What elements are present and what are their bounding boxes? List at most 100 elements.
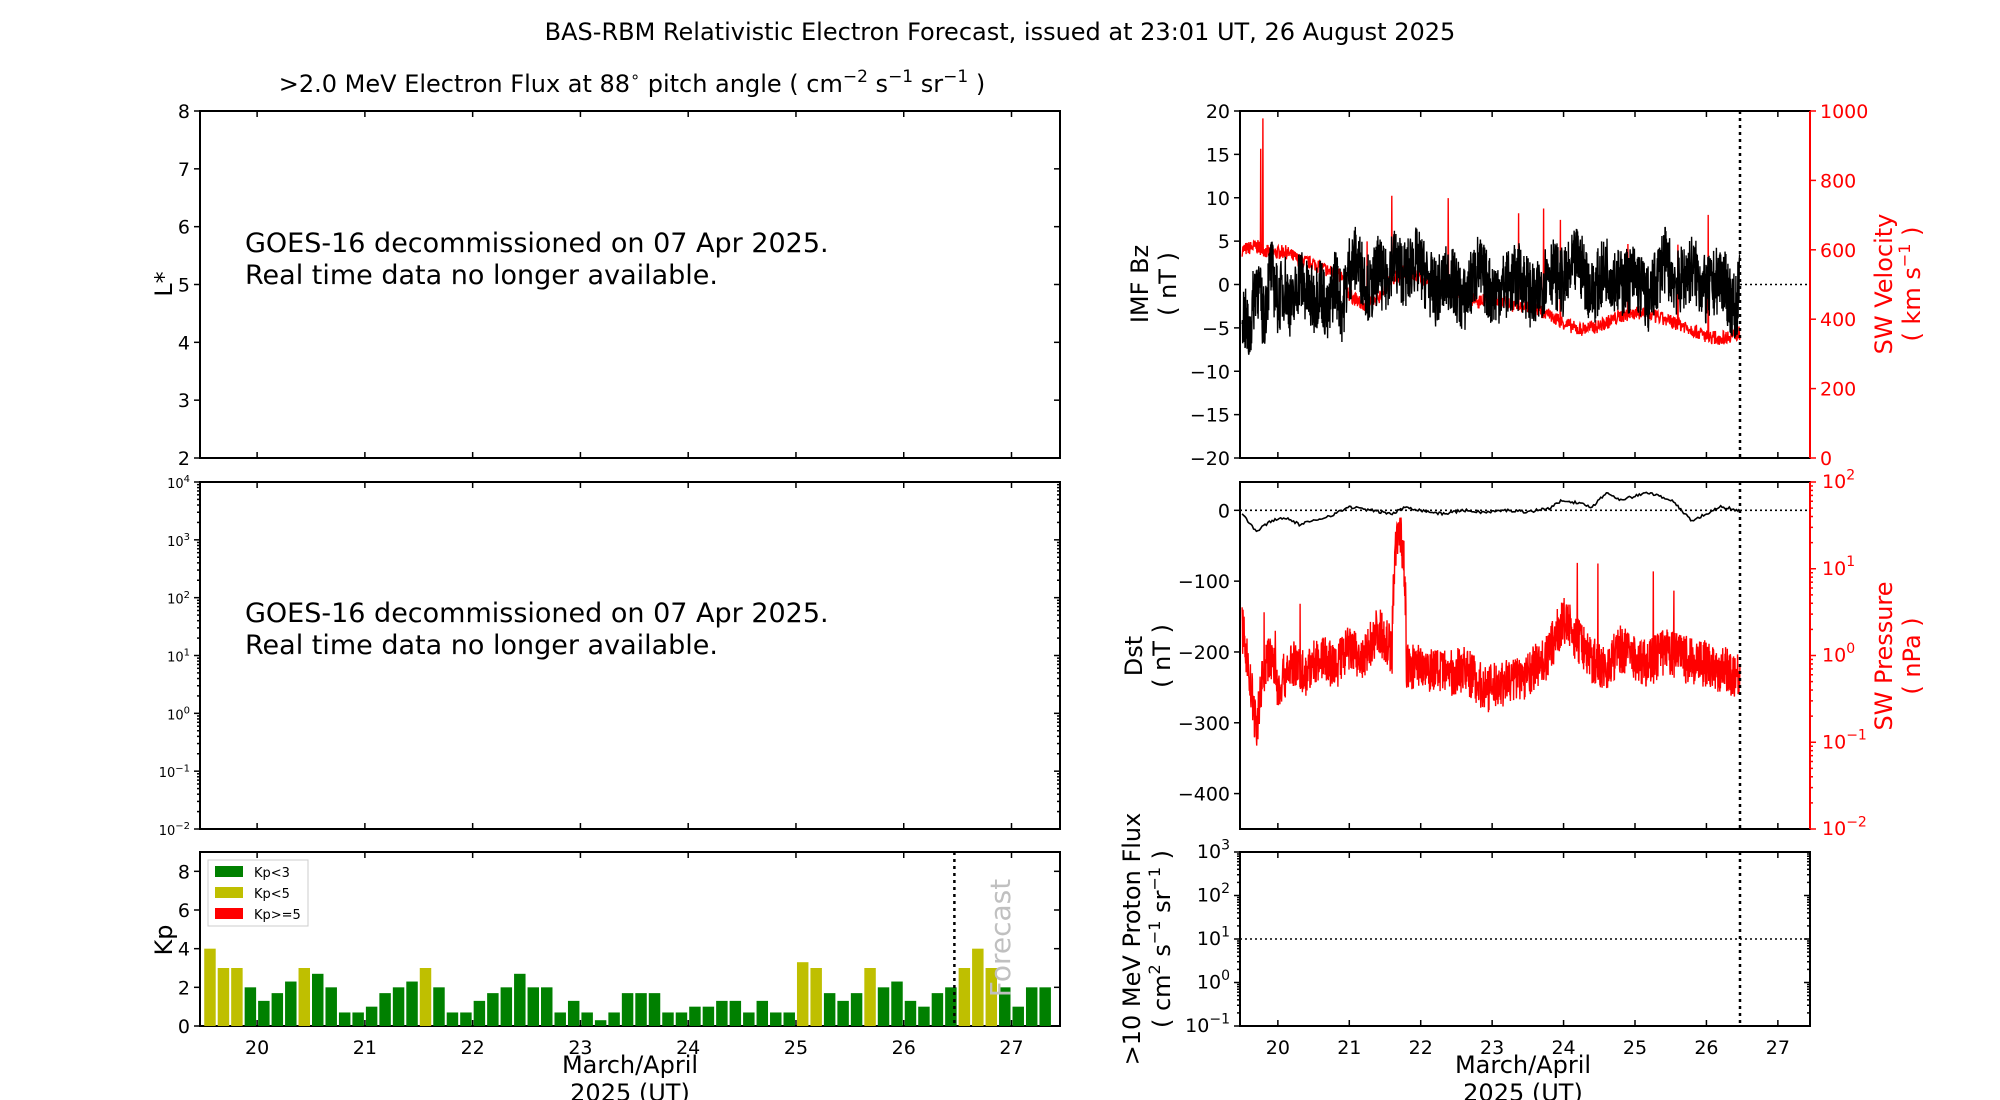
kp-bar bbox=[1012, 1006, 1024, 1026]
kp-bar bbox=[419, 968, 432, 1026]
log-tick-label: 100 bbox=[1197, 968, 1230, 994]
kp-bar bbox=[487, 993, 499, 1026]
kp-bar bbox=[729, 1000, 742, 1026]
kp-bar bbox=[689, 1006, 701, 1026]
log-tick-label: 10−1 bbox=[1822, 728, 1867, 754]
pressure-ylabel-line1: SW Pressure bbox=[1870, 581, 1898, 730]
kp-legend-swatch-high bbox=[215, 908, 243, 919]
log-tick-label: 102 bbox=[1197, 881, 1230, 907]
log-tick-label: 102 bbox=[1822, 467, 1855, 493]
log-tick-label: 10−2 bbox=[1822, 814, 1867, 840]
kp-xlabel-line2: 2025 (UT) bbox=[570, 1079, 690, 1100]
kp-bar bbox=[850, 993, 863, 1026]
kp-bar bbox=[931, 993, 944, 1026]
kp-legend-label-low: Kp<3 bbox=[254, 866, 290, 881]
bz-y-tick-label: 20 bbox=[1206, 101, 1230, 123]
kp-bar bbox=[743, 1012, 755, 1026]
kp-bar bbox=[648, 993, 661, 1026]
x-tick-label: 24 bbox=[676, 1037, 700, 1059]
kp-bar bbox=[904, 1000, 917, 1026]
x-tick-label: 20 bbox=[245, 1037, 269, 1059]
vsw-yticks: 0 200 400 600 800 1000 bbox=[1809, 101, 1868, 470]
flux-lstar-message-line2: Real time data no longer available. bbox=[245, 260, 718, 291]
forecast-label: Forecast bbox=[984, 879, 1017, 998]
kp-bar bbox=[756, 1000, 769, 1026]
log-tick-label: 100 bbox=[167, 705, 190, 723]
vsw-y-tick-label: 1000 bbox=[1820, 101, 1868, 123]
bz-y-tick-label: −10 bbox=[1190, 361, 1230, 383]
kp-bar bbox=[958, 968, 971, 1026]
x-tick-label: 27 bbox=[999, 1037, 1023, 1059]
dst-series bbox=[1240, 491, 1810, 746]
y-tick-label: 7 bbox=[178, 159, 190, 181]
y-tick-label: 2 bbox=[178, 448, 190, 470]
x-tick-label: 26 bbox=[892, 1037, 916, 1059]
dst-yticks: −400 −300 −200 −100 0 bbox=[1178, 500, 1240, 806]
y-tick-label: 6 bbox=[178, 217, 190, 239]
kp-bar bbox=[985, 968, 998, 1026]
lstar-ylabel: L* bbox=[150, 271, 178, 296]
proton-xlabel-line2: 2025 (UT) bbox=[1463, 1079, 1583, 1100]
x-tick-label: 21 bbox=[353, 1037, 377, 1059]
kp-bar bbox=[945, 987, 957, 1026]
dst-y-tick-label: 0 bbox=[1218, 500, 1230, 522]
log-tick-label: 101 bbox=[167, 648, 190, 666]
kp-legend-swatch-mid bbox=[215, 887, 243, 898]
kp-bar bbox=[662, 1012, 674, 1026]
kp-bar bbox=[527, 987, 540, 1026]
kp-ylabel: Kp bbox=[150, 925, 178, 956]
vsw-y-tick-label: 800 bbox=[1820, 170, 1856, 192]
kp-legend-label-mid: Kp<5 bbox=[254, 887, 290, 902]
bz-y-tick-label: 15 bbox=[1206, 144, 1230, 166]
bz-yticks: −20 −15 −10 −5 0 5 10 15 20 bbox=[1190, 101, 1240, 470]
flux-log-message-line2: Real time data no longer available. bbox=[245, 630, 718, 661]
kp-bar bbox=[446, 1012, 459, 1026]
y-tick-label: 3 bbox=[178, 390, 190, 412]
kp-legend-swatch-low bbox=[215, 866, 243, 877]
kp-bar bbox=[783, 1012, 795, 1026]
kp-bar bbox=[365, 1006, 378, 1026]
kp-bar bbox=[312, 973, 324, 1026]
log-tick-label: 104 bbox=[167, 474, 190, 492]
pressure-ylabel-line2: ( nPa ) bbox=[1898, 617, 1926, 694]
x-tick-label: 22 bbox=[461, 1037, 485, 1059]
vsw-ylabel-line2: ( km s−1 ) bbox=[1895, 227, 1926, 342]
proton-xlabel-line1: March/April bbox=[1455, 1051, 1591, 1079]
kp-bar bbox=[581, 1012, 593, 1026]
y-tick-label: 2 bbox=[178, 977, 190, 999]
imf-bz-velocity-panel: −20 −15 −10 −5 0 5 10 15 20 0 200 400 600 800 1000 IM… bbox=[1126, 101, 1926, 470]
kp-bar bbox=[392, 987, 405, 1026]
log-tick-label: 10−2 bbox=[159, 821, 190, 839]
x-tick-label: 23 bbox=[1480, 1037, 1504, 1059]
flux-lstar-message-line1: GOES-16 decommissioned on 07 Apr 2025. bbox=[245, 228, 829, 259]
kp-bar bbox=[204, 948, 216, 1026]
bz-y-tick-label: −15 bbox=[1190, 405, 1230, 427]
kp-bar bbox=[352, 1012, 364, 1026]
flux-panel-title: >2.0 MeV Electron Flux at 88∘ pitch angl… bbox=[279, 67, 985, 98]
kp-bar bbox=[271, 993, 284, 1026]
proton-flux-panel: 10−1 100 101 102 103 20 21 22 23 24 25 26 27 >10 Me… bbox=[1118, 813, 1811, 1100]
y-tick-label: 4 bbox=[178, 939, 190, 961]
kp-bar bbox=[258, 1000, 270, 1026]
kp-bar bbox=[608, 1012, 620, 1026]
bz-y-tick-label: 5 bbox=[1218, 231, 1230, 253]
kp-bar bbox=[217, 968, 230, 1026]
x-tick-label: 26 bbox=[1694, 1037, 1718, 1059]
kp-bar bbox=[500, 987, 513, 1026]
kp-bar bbox=[244, 987, 257, 1026]
kp-bar bbox=[406, 981, 418, 1026]
pressure-line bbox=[1241, 517, 1741, 746]
kp-bar bbox=[823, 993, 836, 1026]
bz-y-tick-label: −5 bbox=[1202, 318, 1230, 340]
vsw-y-tick-label: 600 bbox=[1820, 240, 1856, 262]
dst-line bbox=[1241, 491, 1740, 533]
dst-ylabel-line1: Dst bbox=[1120, 636, 1148, 676]
bz-y-tick-label: 10 bbox=[1206, 188, 1230, 210]
dst-y-tick-label: −400 bbox=[1178, 784, 1230, 806]
kp-bar bbox=[770, 1012, 782, 1026]
vsw-y-tick-label: 400 bbox=[1820, 309, 1856, 331]
bz-line bbox=[1241, 226, 1741, 355]
y-tick-label: 0 bbox=[178, 1016, 190, 1038]
bz-series bbox=[1241, 118, 1810, 355]
